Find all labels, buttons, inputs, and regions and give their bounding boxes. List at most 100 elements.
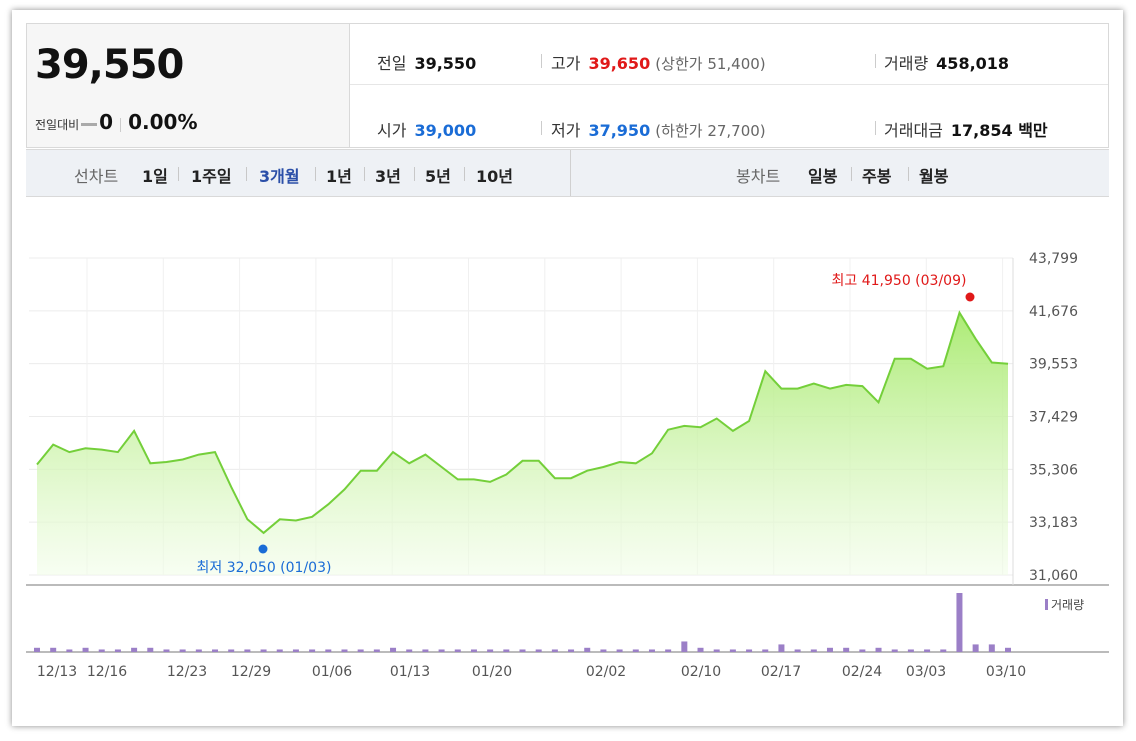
amount-label: 거래대금 [884,121,943,140]
price-chart: 43,799 41,676 39,553 37,429 35,306 33,183 31,0… [26,251,1109,680]
low-label: 저가 [551,121,581,140]
volume-bar [325,649,332,652]
volume-bar [470,649,477,652]
high-stat: 고가 39,650 (상한가 51,400) [551,50,766,74]
divider [350,84,1108,85]
volume-bar [826,647,833,652]
amount-value: 17,854 백만 [950,121,1048,140]
tab-1y[interactable]: 1년 [326,167,352,186]
low-marker [258,544,268,554]
volume-bar [665,649,672,652]
tab-10y[interactable]: 10년 [476,167,513,186]
x-tick-label: 03/03 [906,664,946,680]
open-stat: 시가 39,000 [377,117,476,141]
volume-bar [875,647,882,652]
chart-widget: 39,550 전일대비 0 0.00% 전일 39,550 고가 39,650 (상한가… [12,10,1123,726]
tab-1w[interactable]: 1주일 [191,167,232,186]
tab-5y[interactable]: 5년 [425,167,451,186]
x-tick-label: 02/24 [842,664,882,680]
prev-close-stat: 전일 39,550 [377,50,476,74]
open-value: 39,000 [414,121,477,140]
volume-bar [487,649,494,652]
volume-value: 458,018 [936,54,1010,73]
volume-bar [82,647,89,652]
tab-1d[interactable]: 1일 [142,167,168,186]
open-label: 시가 [377,121,407,140]
volume-bar [551,649,558,652]
volume-bar [309,649,316,652]
volume-bar [373,649,380,652]
divider [875,54,876,68]
volume-bar [131,647,138,652]
x-tick-label: 02/02 [586,664,626,680]
volume-bar [228,649,235,652]
y-tick-label: 39,553 [1029,357,1078,373]
volume-bar [260,649,267,652]
divider [464,167,465,181]
low-annotation: 최저 32,050 (01/03) [197,560,332,576]
volume-bar [940,649,947,652]
y-tick-label: 41,676 [1029,304,1078,320]
volume-bar [179,649,186,652]
volume-bar [98,649,105,652]
tab-monthly[interactable]: 월봉 [919,167,949,186]
low-stat: 저가 37,950 (하한가 27,700) [551,117,766,141]
tab-daily[interactable]: 일봉 [808,167,838,186]
flat-icon [81,123,98,126]
volume-bar [859,649,866,652]
divider [541,54,542,68]
high-annotation: 최고 41,950 (03/09) [832,273,967,289]
volume-bar [972,644,979,652]
volume-bar [390,647,397,652]
x-tick-label: 01/06 [312,664,352,680]
volume-bar [212,649,219,652]
volume-bar [600,649,607,652]
volume-bar [616,649,623,652]
change-label: 전일대비 [35,118,80,132]
tab-weekly[interactable]: 주봉 [862,167,892,186]
y-tick-label: 37,429 [1029,410,1078,426]
volume-bar [568,649,575,652]
volume-bar [276,649,283,652]
volume-bar [810,649,817,652]
volume-bar [988,644,995,652]
volume-bar [697,647,704,652]
volume-bar [778,644,785,652]
chart-period-tabs: 선차트 1일 1주일 3개월 1년 3년 5년 10년 봉차트 일봉 주봉 월봉 [26,149,1109,197]
candle-chart-label: 봉차트 [736,167,781,186]
volume-bar [244,649,251,652]
volume-bar [50,647,57,652]
y-tick-label: 43,799 [1029,251,1078,267]
volume-bar [891,649,898,652]
volume-legend: 거래량 [1051,598,1084,612]
volume-bar [519,649,526,652]
low-value: 37,950 [588,121,651,140]
y-tick-label: 35,306 [1029,462,1078,478]
x-tick-label: 01/20 [472,664,512,680]
y-tick-label: 33,183 [1029,515,1078,531]
divider [364,167,365,181]
volume-bar [34,647,40,652]
volume-bar [681,641,688,652]
volume-label: 거래량 [884,54,929,73]
divider [246,167,247,181]
y-tick-label: 31,060 [1029,568,1078,584]
x-tick-label: 02/17 [761,664,801,680]
divider [875,121,876,135]
volume-legend-swatch [1045,599,1048,610]
volume-bar [956,593,963,652]
high-marker [965,292,975,302]
volume-bar [422,649,429,652]
divider [414,167,415,181]
x-tick-label: 12/16 [87,664,127,680]
volume-bar [843,647,850,652]
divider [315,167,316,181]
volume-bar [924,649,931,652]
x-tick-label: 03/10 [986,664,1026,680]
divider [908,167,909,181]
tab-3y[interactable]: 3년 [375,167,401,186]
volume-bar [454,649,461,652]
tab-3m[interactable]: 3개월 [259,167,300,186]
change-value: 0 [99,110,114,134]
volume-bar [535,649,542,652]
